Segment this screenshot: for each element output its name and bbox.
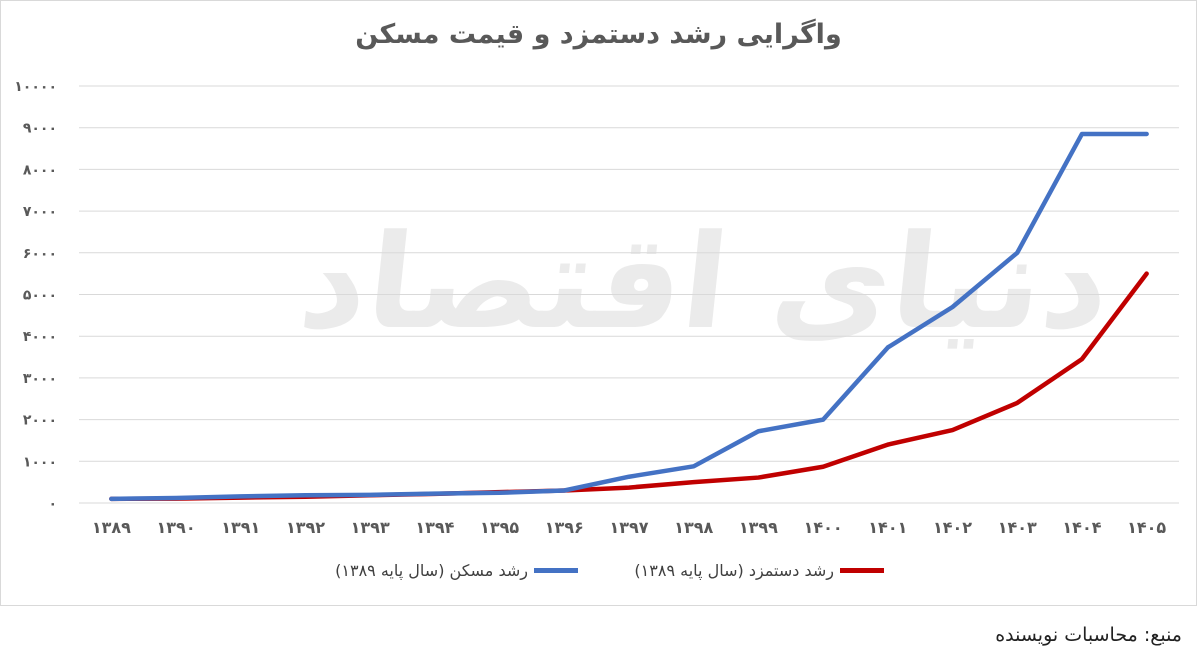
y-tick-label: ۵۰۰۰	[23, 288, 57, 304]
x-tick-label: ۱۳۹۴	[415, 518, 454, 537]
y-tick-label: ۶۰۰۰	[23, 246, 57, 262]
x-tick-label: ۱۳۹۹	[739, 518, 778, 537]
legend-item-wage: رشد دستمزد (سال پایه ۱۳۸۹)	[634, 561, 884, 580]
line-chart: ۰ ۱۰۰۰ ۲۰۰۰ ۳۰۰۰ ۴۰۰۰ ۵۰۰۰ ۶۰۰۰ ۷۰۰۰ ۸۰۰۰ ۹۰۰۰ ۱۰۰…	[14, 79, 1179, 537]
y-tick-label: ۳۰۰۰	[23, 371, 57, 387]
x-tick-label: ۱۴۰۳	[998, 518, 1037, 537]
chart-area: دنیای اقتصاد ۰ ۱۰۰۰ ۲۰۰۰ ۳۰۰۰ ۴۰۰۰ ۵۰۰۰ ۶۰۰۰ ۷۰…	[0, 0, 1197, 606]
chart-title: واگرایی رشد دستمزد و قیمت مسکن	[355, 19, 842, 50]
x-tick-label: ۱۳۹۵	[480, 518, 519, 537]
x-tick-label: ۱۴۰۱	[868, 518, 907, 537]
x-tick-label: ۱۳۹۱	[221, 518, 260, 537]
legend-swatch-housing	[534, 568, 578, 573]
x-tick-label: ۱۴۰۲	[933, 518, 972, 537]
y-tick-label: ۸۰۰۰	[23, 162, 57, 178]
x-tick-label: ۱۳۹۷	[609, 518, 648, 537]
x-tick-label: ۱۳۹۳	[351, 518, 390, 537]
chart-legend: رشد مسکن (سال پایه ۱۳۸۹) رشد دستمزد (سال…	[1, 561, 1196, 589]
y-tick-label: ۲۰۰۰	[23, 413, 57, 429]
series-line-wage	[109, 271, 1149, 502]
y-tick-label: ۷۰۰۰	[23, 204, 57, 220]
x-tick-label: ۱۳۹۰	[157, 518, 196, 537]
y-tick-label: ۰	[48, 496, 57, 512]
source-note: منبع: محاسبات نویسنده	[995, 624, 1182, 646]
legend-label-wage: رشد دستمزد (سال پایه ۱۳۸۹)	[634, 561, 834, 580]
legend-label-housing: رشد مسکن (سال پایه ۱۳۸۹)	[335, 561, 528, 580]
x-tick-label: ۱۳۹۸	[674, 518, 713, 537]
y-tick-label: ۹۰۰۰	[23, 121, 57, 137]
x-tick-label: ۱۳۹۶	[545, 518, 584, 537]
x-tick-label: ۱۴۰۰	[804, 518, 843, 537]
series-line-housing	[109, 131, 1149, 502]
x-tick-label: ۱۴۰۴	[1062, 518, 1101, 537]
x-tick-label: ۱۳۸۹	[92, 518, 131, 537]
y-tick-label: ۱۰۰۰	[23, 454, 57, 470]
legend-swatch-wage	[840, 568, 884, 573]
x-tick-label: ۱۳۹۲	[286, 518, 325, 537]
x-tick-label: ۱۴۰۵	[1127, 518, 1166, 537]
legend-item-housing: رشد مسکن (سال پایه ۱۳۸۹)	[335, 561, 578, 580]
y-tick-label: ۱۰۰۰۰	[14, 79, 57, 95]
y-tick-label: ۴۰۰۰	[23, 329, 57, 345]
